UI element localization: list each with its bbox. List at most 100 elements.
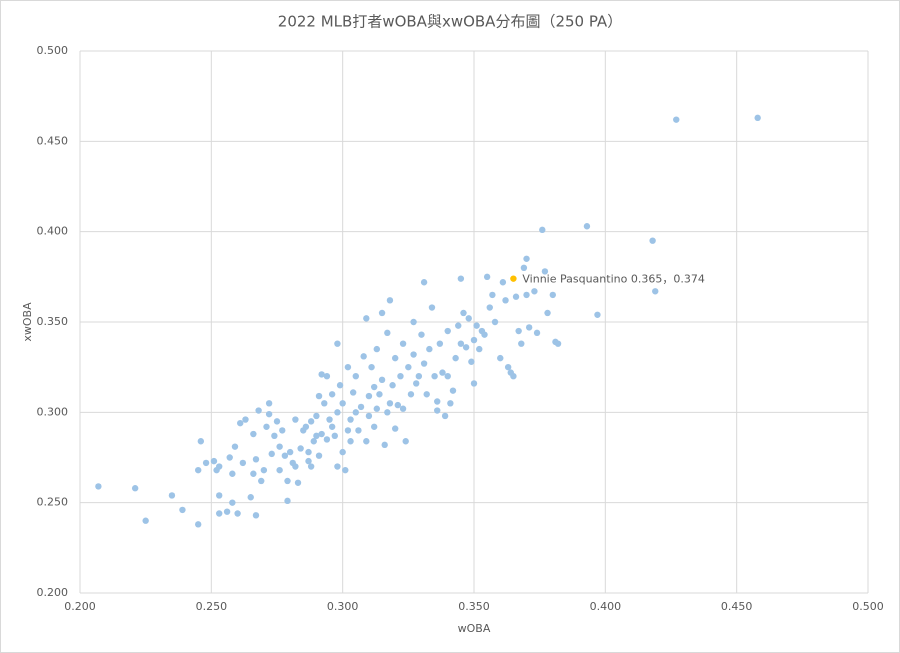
- point: [95, 483, 102, 490]
- point: [512, 293, 520, 300]
- point: [523, 255, 530, 262]
- point: [405, 363, 412, 371]
- point: [483, 273, 491, 281]
- point: [339, 400, 346, 407]
- point: [418, 331, 425, 338]
- x-axis-title: wOBA: [458, 622, 491, 635]
- point: [268, 450, 275, 458]
- point: [441, 412, 449, 420]
- point: [428, 304, 436, 311]
- data-label: Vinnie Pasquantino 0.365，0.374: [522, 273, 704, 286]
- y-tick-label: 0.250: [37, 496, 69, 509]
- x-tick-label: 0.500: [852, 600, 884, 613]
- point: [539, 226, 546, 234]
- point: [360, 353, 367, 360]
- chart-title: 2022 MLB打者wOBA與xwOBA分布圖（250 PA）: [278, 13, 622, 31]
- point: [258, 477, 265, 485]
- point: [216, 463, 223, 470]
- point: [434, 398, 441, 405]
- point: [334, 409, 341, 416]
- point: [518, 340, 525, 347]
- point: [323, 436, 331, 443]
- point: [470, 380, 478, 387]
- point: [260, 466, 268, 474]
- point: [544, 309, 551, 317]
- point: [292, 416, 299, 423]
- point: [250, 470, 257, 477]
- point: [334, 463, 341, 470]
- point: [168, 492, 176, 499]
- point: [305, 457, 312, 465]
- point: [473, 322, 480, 329]
- x-tick-label: 0.300: [327, 600, 359, 613]
- point: [549, 291, 556, 299]
- point: [476, 345, 483, 353]
- point: [318, 371, 325, 378]
- point: [384, 329, 391, 337]
- point: [510, 275, 517, 282]
- point: [649, 237, 656, 244]
- point: [328, 423, 336, 430]
- point: [373, 345, 381, 353]
- y-tick-label: 0.350: [37, 315, 69, 328]
- point: [142, 517, 149, 524]
- point: [276, 466, 283, 474]
- point: [328, 391, 336, 398]
- point: [313, 432, 320, 440]
- point: [378, 376, 386, 384]
- point: [339, 448, 346, 456]
- point: [294, 479, 302, 486]
- point: [313, 412, 320, 420]
- point: [431, 373, 438, 380]
- point: [386, 297, 394, 304]
- point: [297, 445, 304, 452]
- point: [216, 510, 223, 517]
- point: [286, 448, 294, 456]
- point: [673, 116, 680, 123]
- point: [352, 373, 359, 380]
- point: [307, 418, 315, 425]
- point: [520, 264, 528, 271]
- point: [336, 382, 344, 389]
- point: [265, 400, 273, 407]
- point: [263, 423, 270, 430]
- point: [202, 459, 210, 467]
- point: [234, 510, 241, 517]
- point: [321, 400, 328, 407]
- x-tick-label: 0.350: [458, 600, 490, 613]
- point: [323, 373, 331, 380]
- point: [381, 441, 388, 449]
- point: [315, 452, 323, 459]
- point: [365, 392, 373, 400]
- point: [242, 416, 249, 423]
- point: [373, 405, 381, 412]
- point: [276, 443, 283, 450]
- point: [284, 497, 291, 505]
- point: [462, 344, 470, 351]
- point: [368, 363, 375, 371]
- point: [247, 494, 254, 501]
- point: [502, 297, 509, 304]
- point: [444, 327, 451, 335]
- y-tick-label: 0.400: [37, 225, 69, 238]
- point: [460, 309, 467, 317]
- y-tick-label: 0.300: [37, 405, 69, 418]
- point: [237, 419, 244, 427]
- point: [392, 354, 399, 362]
- point: [302, 423, 310, 430]
- point: [504, 363, 512, 371]
- point: [426, 345, 433, 353]
- point: [402, 438, 409, 445]
- point: [363, 315, 370, 322]
- y-tick-label: 0.200: [37, 586, 69, 599]
- point: [281, 452, 289, 459]
- point: [210, 457, 218, 465]
- point: [489, 291, 496, 299]
- point: [384, 409, 391, 416]
- point: [497, 354, 504, 362]
- point: [344, 427, 352, 434]
- point: [229, 470, 236, 477]
- point: [255, 407, 262, 414]
